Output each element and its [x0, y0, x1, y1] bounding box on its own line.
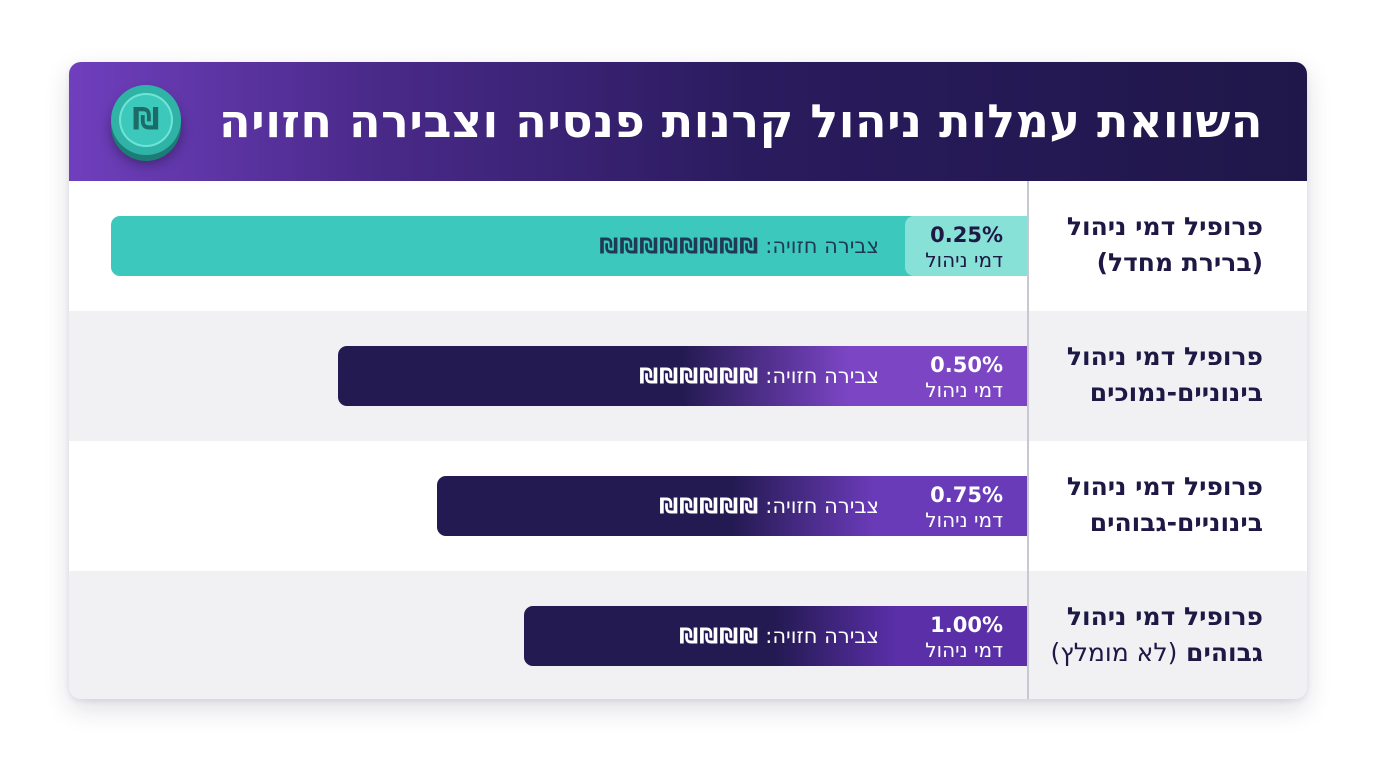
projected-savings-caption: צבירה חזויה:: [765, 364, 879, 388]
projected-savings-label: צבירה חזויה:₪₪₪₪₪₪₪₪: [599, 233, 879, 259]
fee-percent-label: 0.25%: [930, 223, 1003, 247]
category-label-line2: בינוניים-גבוהים: [1013, 505, 1263, 541]
category-label-line1: פרופיל דמי ניהול: [1066, 342, 1263, 371]
projected-savings-label: צבירה חזויה:₪₪₪₪₪₪: [639, 363, 879, 389]
fee-bar: 0.50% דמי ניהול צבירה חזויה:₪₪₪₪₪₪: [338, 346, 1027, 406]
fee-box: [732, 476, 1027, 536]
category-label-line2-extra: (לא מומלץ): [1050, 638, 1178, 667]
fee-percent-label: 0.50%: [930, 353, 1003, 377]
category-label-line2: בינוניים-נמוכים: [1013, 375, 1263, 411]
chart-row-medium-low: פרופיל דמי ניהול בינוניים-נמוכים 0.50% ד…: [69, 311, 1307, 441]
fee-percent-label: 0.75%: [930, 483, 1003, 507]
category-label: פרופיל דמי ניהול בינוניים-נמוכים: [1013, 339, 1263, 411]
fee-caption: דמי ניהול: [925, 638, 1003, 662]
coin-symbol: ₪: [119, 93, 173, 147]
category-label-line2: גבוהים (לא מומלץ): [1013, 635, 1263, 671]
shekel-symbols-icon: ₪₪₪₪₪: [659, 494, 760, 518]
category-label-line2-main: בינוניים-נמוכים: [1089, 378, 1263, 407]
fee-comparison-card: השוואת עמלות ניהול קרנות פנסיה וצבירה חז…: [69, 62, 1307, 699]
category-label: פרופיל דמי ניהול בינוניים-גבוהים: [1013, 469, 1263, 541]
fee-bar: 0.25% דמי ניהול צבירה חזויה:₪₪₪₪₪₪₪₪: [111, 216, 1027, 276]
shekel-symbols-icon: ₪₪₪₪: [679, 624, 760, 648]
category-label-line2-main: בינוניים-גבוהים: [1089, 508, 1263, 537]
fee-bar-body: [111, 216, 1027, 276]
fee-bar: 1.00% דמי ניהול צבירה חזויה:₪₪₪₪: [524, 606, 1027, 666]
projected-savings-caption: צבירה חזויה:: [765, 624, 879, 648]
category-label-line2-main: גבוהים: [1186, 638, 1263, 667]
fee-percent-label: 1.00%: [930, 613, 1003, 637]
shekel-coin-icon: ₪: [111, 85, 181, 155]
chart-row-high: פרופיל דמי ניהול גבוהים (לא מומלץ) 1.00%…: [69, 571, 1307, 699]
shekel-symbols-icon: ₪₪₪₪₪₪₪₪: [599, 234, 760, 258]
shekel-symbols-icon: ₪₪₪₪₪₪: [639, 364, 760, 388]
category-label: פרופיל דמי ניהול (ברירת מחדל): [1013, 209, 1263, 281]
category-label-line2-main: (ברירת מחדל): [1096, 248, 1263, 277]
category-label-line1: פרופיל דמי ניהול: [1066, 472, 1263, 501]
column-divider: [1027, 181, 1029, 699]
fee-caption: דמי ניהול: [925, 378, 1003, 402]
chart-row-medium-high: פרופיל דמי ניהול בינוניים-גבוהים 0.75% ד…: [69, 441, 1307, 571]
fee-box: [682, 346, 1027, 406]
projected-savings-label: צבירה חזויה:₪₪₪₪: [679, 623, 879, 649]
page-title: השוואת עמלות ניהול קרנות פנסיה וצבירה חז…: [219, 94, 1263, 148]
fee-caption: דמי ניהול: [925, 508, 1003, 532]
category-label-line1: פרופיל דמי ניהול: [1066, 212, 1263, 241]
fee-box: [775, 606, 1027, 666]
header-banner: השוואת עמלות ניהול קרנות פנסיה וצבירה חז…: [69, 62, 1307, 181]
projected-savings-label: צבירה חזויה:₪₪₪₪₪: [659, 493, 879, 519]
projected-savings-caption: צבירה חזויה:: [765, 234, 879, 258]
category-label-line2: (ברירת מחדל): [1013, 245, 1263, 281]
fee-bar: 0.75% דמי ניהול צבירה חזויה:₪₪₪₪₪: [437, 476, 1027, 536]
category-label: פרופיל דמי ניהול גבוהים (לא מומלץ): [1013, 599, 1263, 671]
fee-box: [905, 216, 1027, 276]
projected-savings-caption: צבירה חזויה:: [765, 494, 879, 518]
chart-row-default: פרופיל דמי ניהול (ברירת מחדל) 0.25% דמי …: [69, 181, 1307, 311]
fee-caption: דמי ניהול: [925, 248, 1003, 272]
category-label-line1: פרופיל דמי ניהול: [1066, 602, 1263, 631]
